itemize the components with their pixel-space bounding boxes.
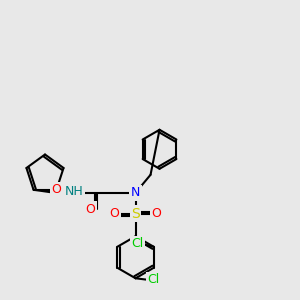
- Text: O: O: [52, 183, 61, 196]
- Text: O: O: [85, 203, 95, 216]
- Text: Cl: Cl: [131, 237, 143, 250]
- Text: S: S: [131, 207, 140, 221]
- Text: Cl: Cl: [147, 273, 160, 286]
- Text: O: O: [110, 207, 119, 220]
- Text: N: N: [131, 186, 140, 199]
- Text: NH: NH: [65, 185, 83, 198]
- Text: O: O: [152, 207, 161, 220]
